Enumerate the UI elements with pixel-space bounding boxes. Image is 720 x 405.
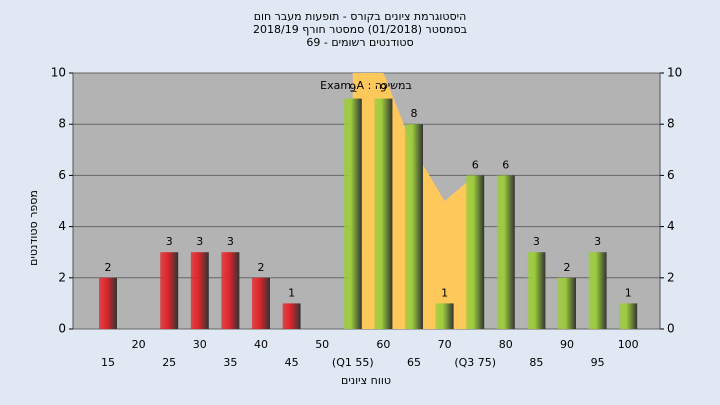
data-label: 1 (288, 286, 295, 299)
bar (588, 252, 607, 329)
x-tick-label: 65 (407, 356, 421, 369)
x-tick-label: 35 (223, 356, 237, 369)
bar (221, 252, 240, 329)
bar (99, 277, 117, 329)
data-label: 3 (166, 235, 173, 248)
x-tick-label: 30 (193, 338, 207, 351)
x-tick-label: 80 (499, 338, 513, 351)
bar (374, 98, 393, 329)
x-axis-label: טווח ציונים (341, 374, 391, 387)
bar (558, 277, 576, 329)
data-label: 3 (594, 235, 601, 248)
y-tick-label: 0 (58, 322, 66, 336)
x-tick-label: 25 (162, 356, 176, 369)
bar (190, 252, 209, 329)
x-tick-label: 60 (376, 338, 390, 351)
x-tick-label: 40 (254, 338, 268, 351)
bar (435, 303, 454, 329)
bar (466, 175, 485, 329)
y2-tick-label: 0 (667, 322, 675, 336)
x-tick-label: (Q3 75) (454, 356, 496, 369)
bar (619, 303, 638, 329)
data-label: 9 (380, 82, 387, 95)
y-axis-label: מספר סטודנטים (27, 190, 40, 266)
y-tick-label: 6 (58, 168, 66, 182)
bar (496, 175, 515, 329)
bar (252, 277, 270, 329)
y2-tick-label: 2 (667, 270, 675, 284)
x-tick-label: 100 (618, 338, 639, 351)
data-label: 3 (533, 235, 540, 248)
data-label: 1 (625, 286, 632, 299)
data-label: 2 (105, 261, 112, 274)
bar (527, 252, 546, 329)
chart-subtitle: סטודנטים רשומים - 69 (306, 36, 413, 49)
y-tick-label: 8 (58, 117, 66, 131)
data-label: 2 (564, 261, 571, 274)
x-tick-label: 45 (285, 356, 299, 369)
data-label: 1 (441, 286, 448, 299)
data-label: 6 (472, 158, 479, 171)
x-tick-label: 90 (560, 338, 574, 351)
y-tick-label: 2 (58, 270, 66, 284)
x-tick-label: (Q1 55) (332, 356, 374, 369)
data-label: 9 (349, 82, 356, 95)
bar (282, 303, 301, 329)
data-label: 8 (411, 107, 418, 120)
data-label: 2 (258, 261, 265, 274)
data-label: 3 (227, 235, 234, 248)
y2-tick-label: 6 (667, 168, 675, 182)
chart-title: היסטוגרמת ציונים בקורס - תופעות מעבר חום (254, 10, 467, 23)
bar (405, 124, 423, 329)
y-tick-label: 10 (51, 66, 66, 80)
x-tick-label: 85 (529, 356, 543, 369)
x-tick-label: 50 (315, 338, 329, 351)
y-tick-label: 4 (58, 219, 66, 233)
data-label: 3 (196, 235, 203, 248)
x-tick-label: 70 (438, 338, 452, 351)
annotation: במשיכה : Exam_A (320, 79, 412, 92)
x-tick-label: 15 (101, 356, 115, 369)
bar (343, 98, 362, 329)
data-label: 6 (502, 158, 509, 171)
y2-tick-label: 4 (667, 219, 675, 233)
x-tick-label: 95 (591, 356, 605, 369)
bar (160, 252, 179, 329)
x-tick-label: 20 (132, 338, 146, 351)
chart-subtitle: בסמסטר (01/2018) סמסטר חורף 2018/19 (253, 23, 467, 36)
y2-tick-label: 8 (667, 117, 675, 131)
y2-tick-label: 10 (667, 66, 682, 80)
